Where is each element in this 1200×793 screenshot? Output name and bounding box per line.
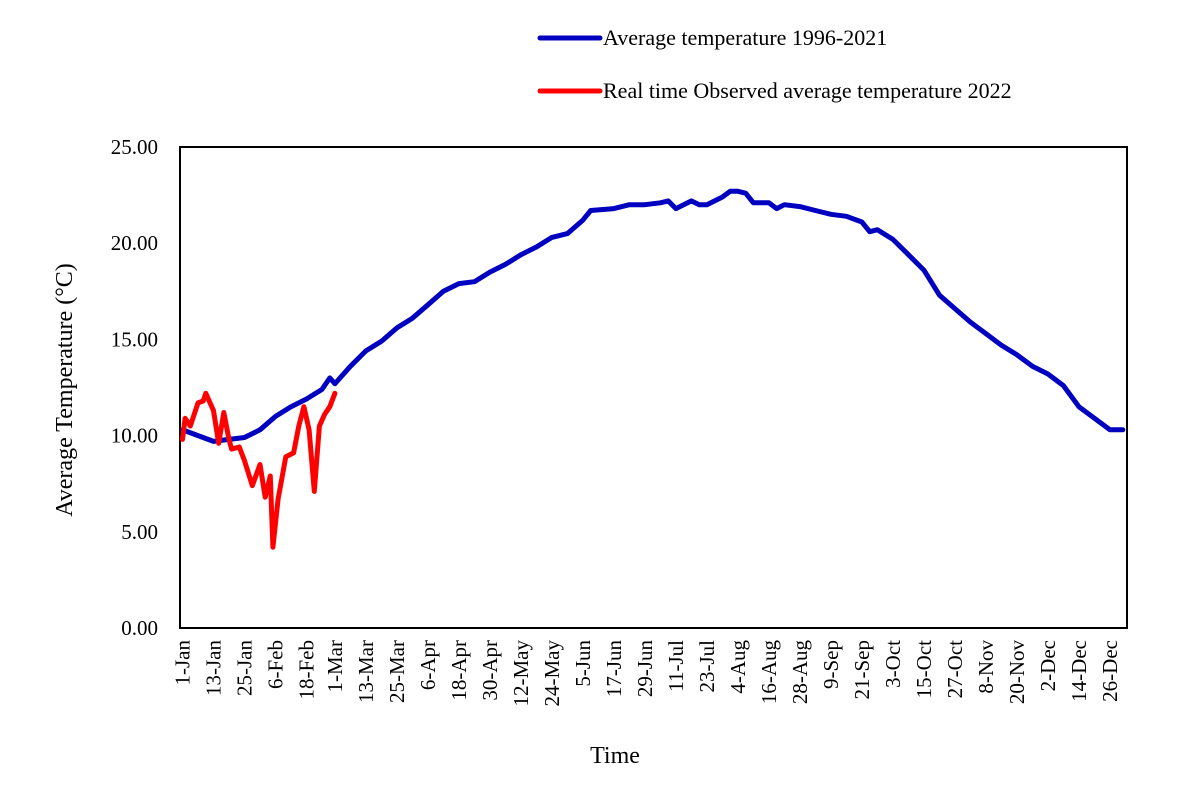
legend-item: Real time Observed average temperature 2…	[537, 78, 1012, 103]
x-tick-label: 1-Mar	[323, 640, 347, 692]
x-tick-label: 4-Aug	[726, 640, 750, 694]
y-tick-label: 0.00	[121, 616, 158, 640]
x-tick-label: 18-Feb	[295, 640, 319, 700]
y-axis: 0.00 5.00 10.00 15.00 20.00 25.00	[111, 135, 158, 640]
x-axis: 1-Jan 13-Jan 25-Jan 6-Feb 18-Feb 1-Mar 13-Mar 2…	[171, 640, 1122, 707]
series-line-2	[180, 390, 338, 550]
x-tick-label: 21-Sep	[850, 640, 874, 700]
x-tick-label: 5-Jun	[571, 640, 595, 687]
x-tick-label: 30-Apr	[478, 640, 502, 701]
y-tick-label: 25.00	[111, 135, 158, 159]
x-tick-label: 15-Oct	[912, 640, 936, 698]
legend-label: Real time Observed average temperature 2…	[603, 78, 1012, 103]
y-tick-label: 20.00	[111, 231, 158, 255]
x-tick-label: 13-Mar	[354, 640, 378, 703]
x-tick-label: 25-Mar	[385, 640, 409, 703]
series-line-1	[180, 188, 1126, 444]
x-tick-label: 6-Apr	[416, 640, 440, 690]
y-tick-label: 10.00	[111, 424, 158, 448]
x-tick-label: 13-Jan	[202, 640, 226, 696]
x-tick-label: 8-Nov	[974, 640, 998, 694]
x-tick-label: 25-Jan	[233, 640, 257, 696]
legend-label: Average temperature 1996-2021	[603, 25, 887, 50]
y-axis-title: Average Temperature (°C)	[52, 263, 78, 517]
y-tick-label: 15.00	[111, 327, 158, 351]
x-tick-label: 18-Apr	[447, 640, 471, 701]
x-axis-title: Time	[590, 743, 640, 769]
x-tick-label: 6-Feb	[264, 640, 288, 689]
legend-item: Average temperature 1996-2021	[537, 25, 887, 50]
x-tick-label: 11-Jul	[664, 640, 688, 692]
plot-area	[179, 146, 1128, 629]
x-tick-label: 26-Dec	[1098, 640, 1122, 702]
x-tick-label: 16-Aug	[757, 640, 781, 705]
x-tick-label: 23-Jul	[695, 640, 719, 693]
y-tick-label: 5.00	[121, 520, 158, 544]
x-tick-label: 24-May	[540, 640, 564, 707]
x-tick-label: 12-May	[509, 640, 533, 707]
x-tick-label: 17-Jun	[602, 640, 626, 698]
x-tick-label: 28-Aug	[788, 640, 812, 705]
x-tick-label: 29-Jun	[633, 640, 657, 698]
x-tick-label: 27-Oct	[943, 640, 967, 698]
legend: Average temperature 1996-2021 Real time O…	[537, 25, 1012, 103]
x-tick-label: 9-Sep	[819, 640, 843, 689]
x-tick-label: 2-Dec	[1036, 640, 1060, 691]
x-tick-label: 1-Jan	[171, 640, 195, 686]
series-lines	[180, 188, 1126, 550]
x-tick-label: 3-Oct	[881, 640, 905, 688]
x-tick-label: 14-Dec	[1067, 640, 1091, 702]
x-tick-label: 20-Nov	[1005, 640, 1029, 705]
